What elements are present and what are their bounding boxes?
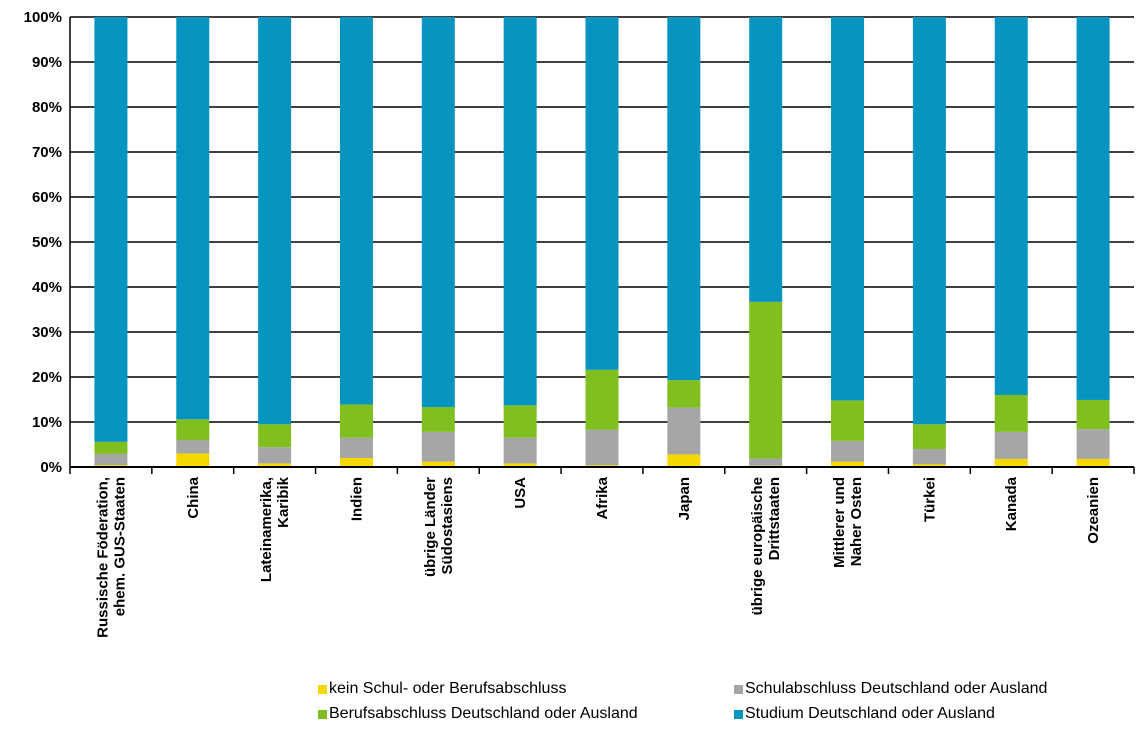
bar-segment [1076, 17, 1110, 400]
y-tick-label: 0% [40, 459, 62, 476]
bar-segment [258, 447, 292, 464]
bar-segment [339, 404, 373, 438]
bar-segment [339, 458, 373, 467]
bar-segment [994, 458, 1028, 467]
bar-segment [258, 424, 292, 448]
bar-segment [831, 461, 865, 467]
x-tick-label: Lateinamerika, [258, 477, 275, 582]
bar-segment [831, 17, 865, 401]
legend-item: Berufsabschluss Deutschland oder Ausland [318, 703, 638, 725]
bar-segment [421, 407, 455, 432]
bar-segment [912, 464, 946, 467]
x-tick-label: Türkei [921, 477, 938, 522]
bar-segment [912, 449, 946, 465]
bar-segment [503, 463, 537, 467]
legend-item: Schulabschluss Deutschland oder Ausland [734, 678, 1047, 700]
x-tick-label: Russische Föderation, [94, 477, 111, 638]
bar-segment [912, 17, 946, 425]
x-tick-label: Japan [676, 477, 693, 520]
chart-legend: kein Schul- oder Berufsabschluss Schulabs… [318, 678, 1138, 728]
bar-segment [503, 437, 537, 464]
x-tick-label: Kanada [1003, 476, 1020, 531]
bar-segment [1076, 399, 1110, 430]
bar-segment [749, 17, 783, 302]
x-tick-label: übrige europäische [749, 477, 766, 615]
bar-segment [176, 453, 210, 467]
legend-swatch [318, 684, 327, 694]
x-tick-label: China [185, 476, 202, 518]
bar-segment [667, 407, 701, 455]
bar-segment [749, 458, 783, 466]
x-tick-label: Mittlerer und [831, 477, 848, 568]
bar-segment [176, 17, 210, 420]
bar-segment [176, 440, 210, 454]
bar-segment [749, 301, 783, 459]
bar-segment [667, 17, 701, 381]
bar-segment [503, 17, 537, 406]
bar-segment [94, 441, 128, 454]
y-tick-label: 50% [32, 234, 62, 251]
bars [94, 17, 1110, 467]
y-tick-label: 30% [32, 324, 62, 341]
bar-segment [94, 17, 128, 442]
x-tick-label: ehem. GUS-Staaten [111, 477, 128, 616]
y-tick-label: 90% [32, 54, 62, 71]
y-tick-label: 10% [32, 414, 62, 431]
legend-swatch [734, 684, 743, 694]
legend-label: kein Schul- oder Berufsabschluss [329, 680, 567, 697]
y-tick-label: 40% [32, 279, 62, 296]
bar-segment [339, 17, 373, 405]
bar-segment [667, 454, 701, 467]
y-tick-label: 20% [32, 369, 62, 386]
x-axis: Russische Föderation, ehem. GUS-Staaten Ch… [69, 467, 1135, 638]
legend-label: Schulabschluss Deutschland oder Ausland [745, 680, 1048, 697]
x-tick-label: Indien [348, 477, 365, 521]
y-tick-label: 60% [32, 189, 62, 206]
x-tick-label: Afrika [594, 476, 611, 519]
bar-segment [339, 437, 373, 458]
bar-segment [421, 461, 455, 467]
bar-segment [912, 424, 946, 449]
legend-label: Berufsabschluss Deutschland oder Ausland [329, 705, 638, 722]
bar-segment [258, 463, 292, 467]
bar-segment [1076, 429, 1110, 459]
legend-item: kein Schul- oder Berufsabschluss [318, 678, 566, 700]
bar-segment [667, 380, 701, 408]
bar-segment [503, 405, 537, 438]
x-tick-label: Naher Osten [848, 477, 865, 566]
bar-segment [585, 17, 619, 370]
bar-segment [831, 400, 865, 441]
legend-swatch [734, 709, 743, 719]
y-axis: 0% 10% 20% 30% 40% 50% 60% 70% 80% 90% 100% [24, 9, 62, 476]
y-tick-label: 100% [24, 9, 62, 26]
bar-segment [585, 429, 619, 466]
x-tick-label: Drittstaaten [766, 477, 783, 560]
bar-segment [994, 395, 1028, 432]
y-tick-label: 70% [32, 144, 62, 161]
bar-segment [1076, 458, 1110, 467]
legend-label: Studium Deutschland oder Ausland [745, 705, 995, 722]
x-tick-label: USA [512, 477, 529, 509]
bar-segment [258, 17, 292, 425]
y-tick-label: 80% [32, 99, 62, 116]
x-tick-label: übrige Länder [422, 477, 439, 577]
bar-segment [421, 431, 455, 462]
legend-swatch [318, 709, 327, 719]
bar-segment [421, 17, 455, 408]
bar-segment [176, 419, 210, 440]
bar-segment [994, 431, 1028, 459]
bar-segment [831, 440, 865, 462]
bar-segment [994, 17, 1028, 395]
bar-segment [585, 369, 619, 430]
x-tick-label: Karibik [275, 476, 292, 528]
x-tick-label: Ozeanien [1085, 477, 1102, 544]
bar-segment [94, 453, 128, 466]
x-tick-label: Südostasiens [439, 477, 456, 575]
legend-item: Studium Deutschland oder Ausland [734, 703, 995, 725]
